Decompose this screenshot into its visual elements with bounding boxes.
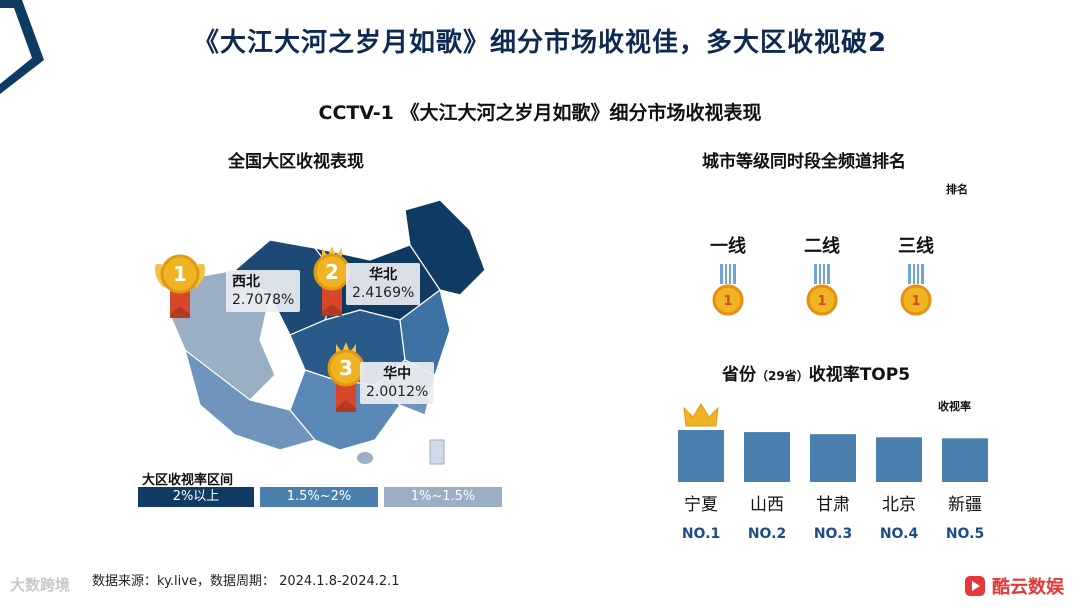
- brand-icon: [965, 576, 985, 596]
- corner-decoration: [0, 0, 44, 94]
- bar-新疆: [942, 438, 988, 482]
- tier-medal-icon: 1: [900, 264, 932, 316]
- rank-label: 排名: [946, 183, 968, 196]
- map-region-mid-east: [399, 288, 451, 376]
- bar-rank-label: NO.5: [946, 526, 984, 542]
- region-medal-2-icon: 2: [313, 246, 351, 316]
- province-title-rest: 收视率TOP5: [808, 365, 911, 385]
- page-subtitle: CCTV-1 《大江大河之岁月如歌》细分市场收视表现: [318, 102, 762, 124]
- region-medal-3-icon: 3: [327, 342, 365, 412]
- region-medal-rank: 1: [173, 262, 187, 286]
- province-title-note: （29省）: [756, 369, 809, 383]
- tier-label: 三线: [898, 236, 934, 257]
- tier-first-line: 一线 1: [698, 232, 758, 320]
- bar-category-label: 山西: [750, 495, 784, 515]
- bar-category-label: 甘肃: [816, 495, 850, 515]
- tier-rank: 1: [911, 294, 920, 309]
- bar-category-label: 北京: [882, 495, 916, 515]
- tier-label: 二线: [804, 236, 840, 257]
- bar-category-label: 宁夏: [684, 495, 718, 515]
- region-value: 2.0012%: [366, 384, 429, 400]
- brand-logo: 酷云数娱: [964, 573, 1064, 599]
- region-value: 2.4169%: [352, 285, 415, 301]
- bar-山西: [744, 432, 790, 482]
- region-name: 华北: [369, 267, 398, 283]
- map-south-sea-inset: [429, 439, 445, 465]
- bar-甘肃: [810, 434, 856, 482]
- region-name: 华中: [383, 366, 412, 382]
- tier-second-line: 二线 1: [792, 232, 852, 320]
- legend-item-high: 2%以上: [138, 487, 254, 507]
- bar-北京: [876, 437, 922, 482]
- region-label-northwest: 西北 2.7078%: [226, 270, 301, 312]
- tier-label: 一线: [710, 236, 746, 257]
- region-name: 西北: [232, 274, 260, 290]
- crown-icon: [683, 403, 719, 427]
- province-title-main: 省份: [722, 365, 756, 385]
- watermark-text: 大数跨境: [10, 576, 71, 594]
- province-bar-chart: 宁夏 NO.1 山西 NO.2 甘肃 NO.3 北京 NO.4 新疆 NO.5: [678, 403, 988, 542]
- bar-宁夏: [678, 430, 724, 482]
- region-label-north: 华北 2.4169%: [346, 263, 421, 305]
- bar-rank-label: NO.4: [880, 526, 919, 542]
- legend-item-mid: 1.5%~2%: [260, 487, 378, 507]
- map-island-hainan: [357, 452, 373, 464]
- map-region-dark-northeast: [404, 200, 486, 296]
- tier-medal-icon: 1: [806, 264, 838, 316]
- region-medal-1-icon: 1: [155, 254, 205, 318]
- bar-category-label: 新疆: [948, 495, 982, 515]
- bar-rank-label: NO.2: [748, 526, 786, 542]
- tier-third-line: 三线 1: [886, 232, 946, 320]
- tier-rank: 1: [817, 294, 826, 309]
- city-section-title: 城市等级同时段全频道排名: [702, 152, 906, 172]
- region-value: 2.7078%: [232, 292, 295, 308]
- region-medal-rank: 3: [339, 356, 353, 380]
- bar-rank-label: NO.1: [682, 526, 720, 542]
- region-label-central: 华中 2.0012%: [360, 362, 435, 404]
- province-section-title: 省份（29省）收视率TOP5: [722, 360, 910, 385]
- map-section-title: 全国大区收视表现: [228, 152, 364, 172]
- page-title: 《大江大河之岁月如歌》细分市场收视佳，多大区收视破2: [192, 28, 888, 58]
- region-medal-rank: 2: [325, 260, 339, 284]
- tier-rank: 1: [723, 294, 732, 309]
- bar-rank-label: NO.3: [814, 526, 852, 542]
- map-region-mid-southwest: [183, 348, 317, 451]
- legend-item-low: 1%~1.5%: [384, 487, 502, 507]
- tier-medal-icon: 1: [712, 264, 744, 316]
- rate-axis-label: 收视率: [938, 400, 971, 413]
- legend-title: 大区收视率区间: [142, 473, 234, 488]
- data-source-note: 数据来源：ky.live，数据周期： 2024.1.8-2024.2.1: [92, 574, 400, 589]
- brand-name: 酷云数娱: [992, 577, 1064, 598]
